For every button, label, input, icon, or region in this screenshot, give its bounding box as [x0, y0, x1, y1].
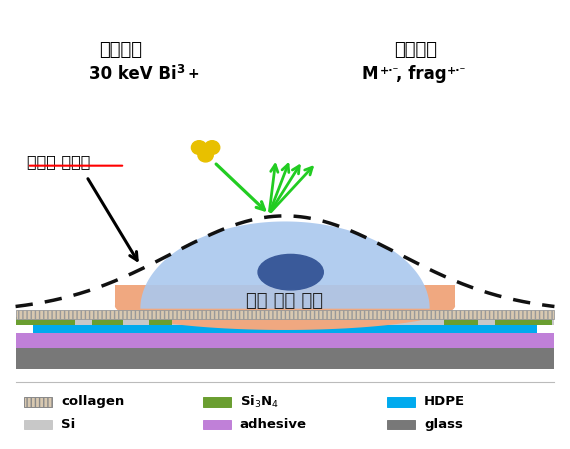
Bar	[387, 397, 416, 406]
Polygon shape	[115, 306, 455, 330]
Bar	[115, 286, 455, 306]
Bar	[15, 310, 555, 319]
Bar	[149, 317, 172, 326]
Bar	[15, 333, 555, 348]
Text: , frag: , frag	[396, 65, 446, 83]
Bar	[444, 317, 466, 326]
Text: +: +	[188, 67, 199, 81]
Text: 세포 배양 용액: 세포 배양 용액	[246, 291, 324, 309]
Bar	[203, 420, 231, 429]
Bar	[15, 317, 75, 326]
Text: 3: 3	[176, 63, 184, 76]
Polygon shape	[140, 221, 430, 308]
Circle shape	[205, 141, 220, 154]
Text: collagen: collagen	[61, 396, 124, 409]
Text: Si: Si	[61, 418, 75, 431]
Bar	[15, 348, 555, 369]
Text: Si$_3$N$_4$: Si$_3$N$_4$	[239, 394, 279, 410]
Circle shape	[198, 148, 213, 162]
Bar	[447, 317, 478, 326]
Bar	[15, 319, 555, 326]
Text: +·⁻: +·⁻	[380, 66, 400, 76]
Bar	[203, 397, 231, 406]
Circle shape	[192, 141, 207, 154]
Text: glass: glass	[424, 418, 463, 431]
Text: 이차이온: 이차이온	[394, 40, 437, 58]
Text: 일차이온: 일차이온	[99, 40, 142, 58]
Bar	[495, 317, 552, 326]
Text: 30 keV Bi: 30 keV Bi	[89, 65, 177, 83]
Bar	[24, 420, 52, 429]
Bar	[387, 420, 416, 429]
Bar	[92, 317, 123, 326]
Text: HDPE: HDPE	[424, 396, 465, 409]
Ellipse shape	[258, 255, 323, 290]
Text: +·⁻: +·⁻	[447, 66, 466, 76]
Text: 단일층 그래핀: 단일층 그래핀	[27, 154, 90, 169]
Bar	[24, 397, 52, 406]
Bar	[32, 326, 538, 333]
Text: adhesive: adhesive	[239, 418, 307, 431]
Text: M: M	[361, 65, 378, 83]
